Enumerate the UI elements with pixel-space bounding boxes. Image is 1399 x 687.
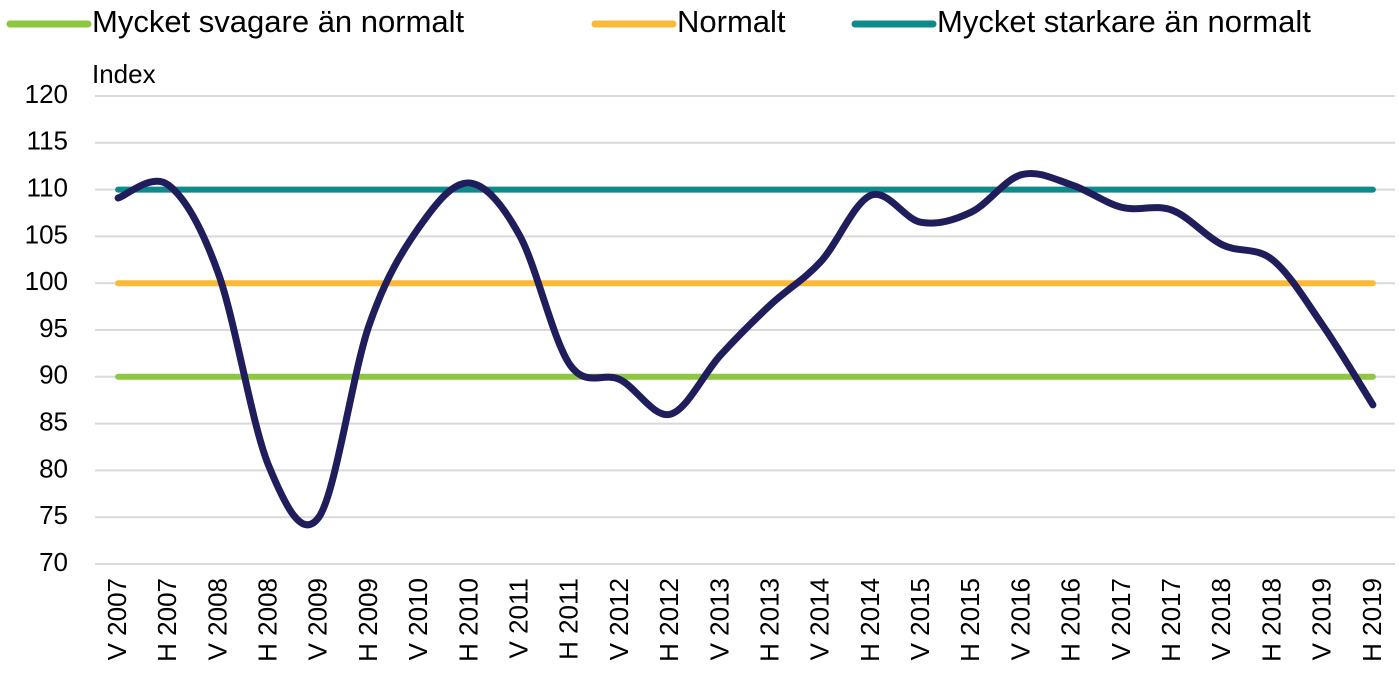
x-tick-label: V 2008	[202, 578, 232, 660]
y-tick-label: 100	[25, 266, 68, 296]
x-tick-label: V 2015	[905, 578, 935, 660]
x-tick-label: V 2018	[1206, 578, 1236, 660]
y-tick-label: 105	[25, 219, 68, 249]
x-tick-label: V 2013	[704, 578, 734, 660]
x-tick-label: H 2012	[654, 578, 684, 662]
y-tick-label: 110	[27, 172, 68, 202]
x-tick-label: H 2019	[1357, 578, 1387, 662]
x-tick-label: H 2011	[554, 578, 584, 660]
x-tick-label: H 2016	[1056, 578, 1086, 662]
y-tick-label: 120	[25, 79, 68, 109]
x-tick-label: H 2010	[453, 578, 483, 662]
legend-label: Normalt	[677, 4, 786, 39]
x-tick-label: V 2019	[1307, 578, 1337, 660]
x-tick-label: V 2010	[403, 578, 433, 660]
y-axis-label: Index	[92, 59, 156, 89]
x-tick-label: V 2014	[805, 578, 835, 660]
x-tick-label: H 2014	[855, 578, 885, 662]
y-tick-label: 115	[27, 126, 68, 156]
x-tick-label: H 2009	[353, 578, 383, 662]
y-tick-label: 75	[39, 500, 68, 530]
line	[114, 170, 1377, 529]
y-tick-label: 90	[39, 360, 68, 390]
x-tick-label: V 2011	[504, 578, 534, 658]
x-tick-label: V 2007	[102, 578, 132, 660]
x-tick-label: H 2008	[253, 578, 283, 662]
legend-label: Mycket svagare än normalt	[92, 4, 465, 39]
y-tick-label: 70	[39, 547, 68, 577]
legend-label: Mycket starkare än normalt	[937, 4, 1311, 39]
y-tick-label: 95	[39, 313, 68, 343]
x-tick-label: V 2012	[604, 578, 634, 660]
x-tick-label: H 2015	[955, 578, 985, 662]
x-tick-label: H 2013	[754, 578, 784, 662]
x-tick-label: H 2018	[1256, 578, 1286, 662]
x-tick-label: V 2017	[1106, 578, 1136, 660]
x-tick-label: H 2007	[152, 578, 182, 662]
legend: Mycket svagare än normalt Normalt Mycket s…	[6, 4, 1311, 39]
x-tick-label: V 2009	[303, 578, 333, 660]
y-tick-label: 80	[39, 453, 68, 483]
x-tick-label: H 2017	[1156, 578, 1186, 662]
x-tick-label: V 2016	[1005, 578, 1035, 660]
y-tick-label: 85	[39, 406, 68, 436]
